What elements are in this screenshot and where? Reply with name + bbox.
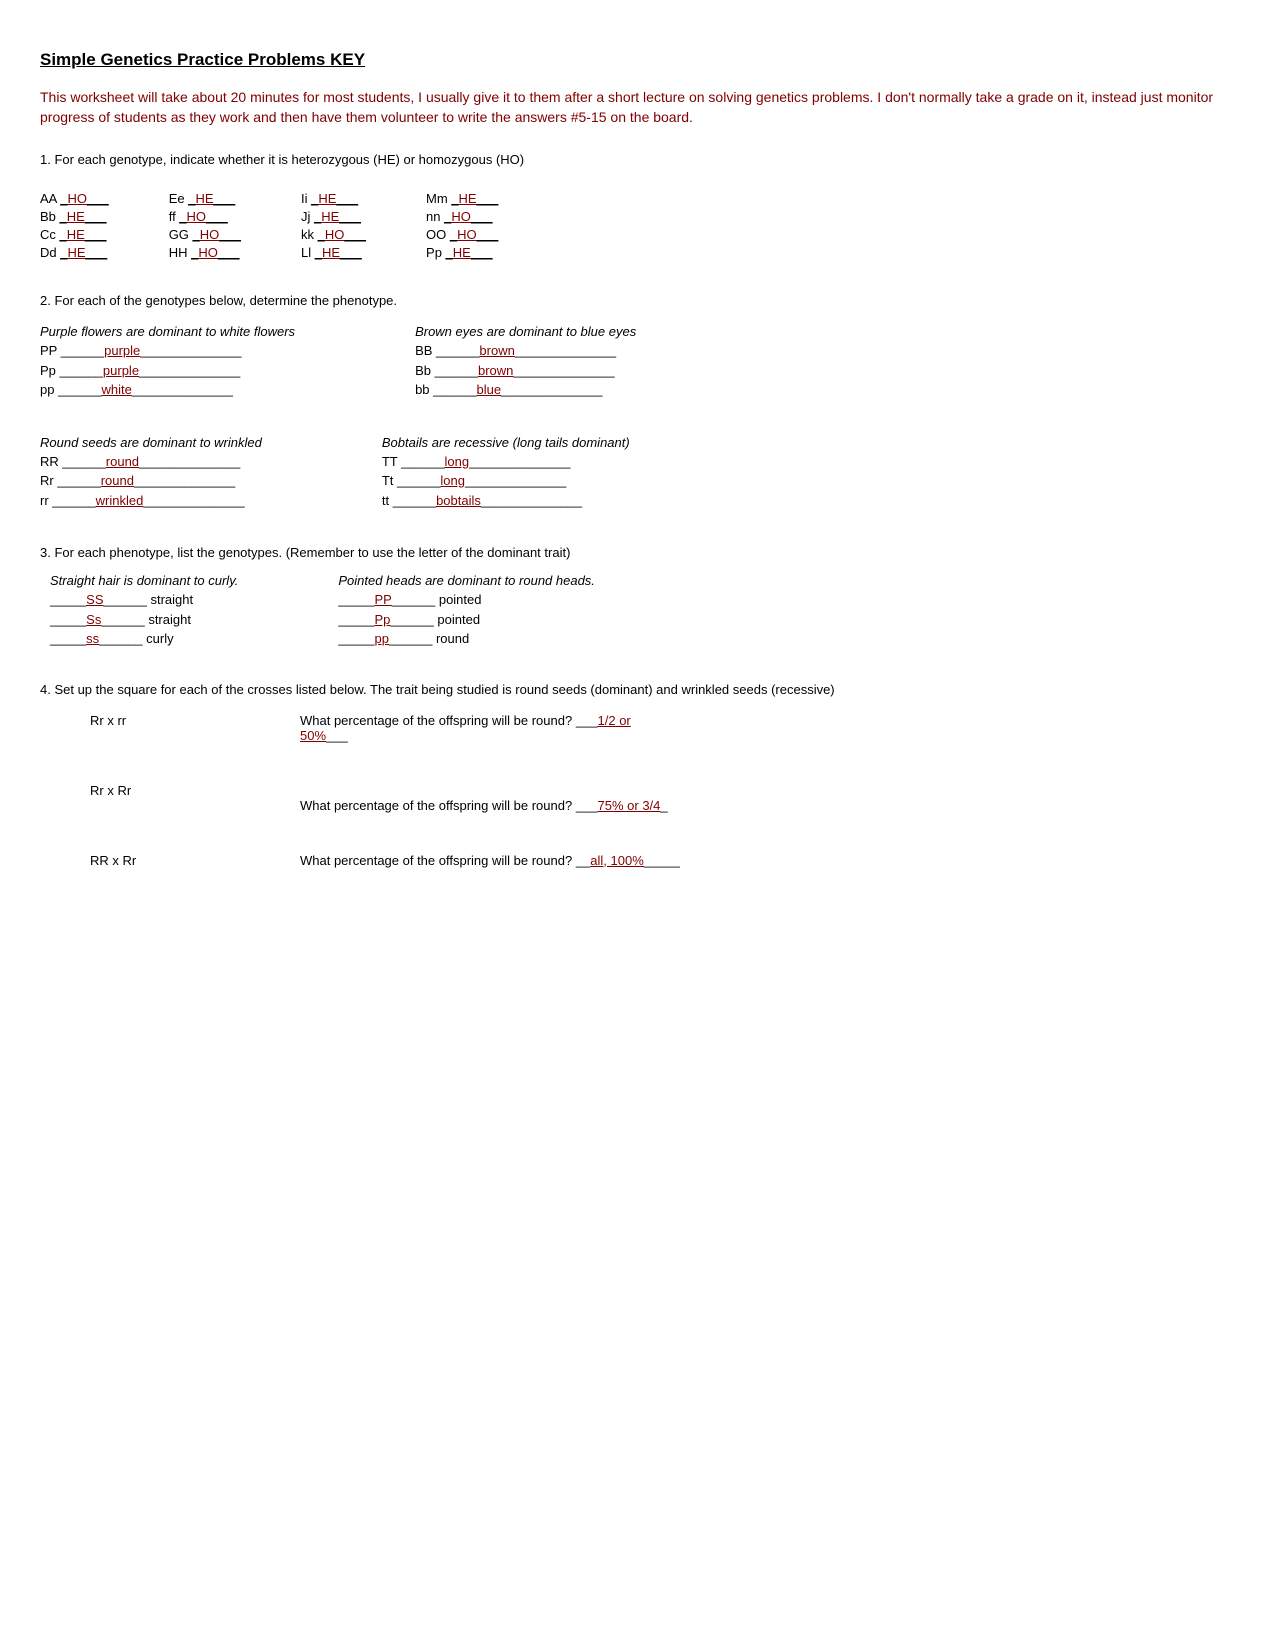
genotype-item: Cc _HE___ xyxy=(40,227,109,242)
question-1-text: 1. For each genotype, indicate whether i… xyxy=(40,152,1235,167)
genotype-list-row: _____SS______ straight xyxy=(50,590,238,610)
phenotype-row: Rr ______round______________ xyxy=(40,471,262,491)
phenotype-row: BB ______brown______________ xyxy=(415,341,636,361)
genotype-item: Ll _HE___ xyxy=(301,245,366,260)
genotype-item: Pp _HE___ xyxy=(426,245,498,260)
phenotype-heading: Brown eyes are dominant to blue eyes xyxy=(415,324,636,339)
phenotype-row: PP ______purple______________ xyxy=(40,341,295,361)
genotype-item: OO _HO___ xyxy=(426,227,498,242)
genotype-item: nn _HO___ xyxy=(426,209,498,224)
genotype-list-row: _____PP______ pointed xyxy=(338,590,595,610)
genotype-list-heading: Straight hair is dominant to curly. xyxy=(50,573,238,588)
cross-row: Rr x rrWhat percentage of the offspring … xyxy=(40,713,1235,743)
page-title: Simple Genetics Practice Problems KEY xyxy=(40,50,1235,70)
genotype-item: Mm _HE___ xyxy=(426,191,498,206)
genotype-item: ff _HO___ xyxy=(169,209,241,224)
phenotype-row: tt ______bobtails______________ xyxy=(382,491,630,511)
genotype-item: kk _HO___ xyxy=(301,227,366,242)
question-1: 1. For each genotype, indicate whether i… xyxy=(40,152,1235,260)
phenotype-block: Bobtails are recessive (long tails domin… xyxy=(382,435,630,511)
genotype-column: Mm _HE___nn _HO___ OO _HO___ Pp _HE___ xyxy=(426,191,498,260)
question-3-text: 3. For each phenotype, list the genotype… xyxy=(40,545,1235,560)
intro-paragraph: This worksheet will take about 20 minute… xyxy=(40,88,1235,127)
question-2-text: 2. For each of the genotypes below, dete… xyxy=(40,293,1235,308)
phenotype-row: Pp ______purple______________ xyxy=(40,361,295,381)
genotype-list-block: Straight hair is dominant to curly. _____… xyxy=(50,573,238,649)
phenotype-heading: Bobtails are recessive (long tails domin… xyxy=(382,435,630,450)
phenotype-heading: Round seeds are dominant to wrinkled xyxy=(40,435,262,450)
cross-label: Rr x Rr xyxy=(40,783,300,813)
genotype-list-row: _____ss______ curly xyxy=(50,629,238,649)
cross-row: Rr x RrWhat percentage of the offspring … xyxy=(40,783,1235,813)
cross-question: What percentage of the offspring will be… xyxy=(300,713,631,743)
phenotype-row: TT ______long______________ xyxy=(382,452,630,472)
cross-label: RR x Rr xyxy=(40,853,300,868)
question-4: 4. Set up the square for each of the cro… xyxy=(40,682,1235,868)
title-key: KEY xyxy=(325,50,365,69)
phenotype-section: Round seeds are dominant to wrinkled RR _… xyxy=(40,435,1235,511)
genotype-column: Ii _HE___ Jj _HE___kk _HO___ Ll _HE___ xyxy=(301,191,366,260)
phenotype-row: rr ______wrinkled______________ xyxy=(40,491,262,511)
phenotype-heading: Purple flowers are dominant to white flo… xyxy=(40,324,295,339)
genotype-list-row: _____Ss______ straight xyxy=(50,610,238,630)
phenotype-row: pp ______white______________ xyxy=(40,380,295,400)
genotype-item: AA _HO___ xyxy=(40,191,109,206)
genotype-item: HH _HO___ xyxy=(169,245,241,260)
genotype-column: AA _HO___ Bb _HE___ Cc _HE___ Dd _HE___ xyxy=(40,191,109,260)
genotype-item: Ee _HE___ xyxy=(169,191,241,206)
cross-label: Rr x rr xyxy=(40,713,300,743)
genotype-list-row: _____pp______ round xyxy=(338,629,595,649)
phenotype-row: RR ______round______________ xyxy=(40,452,262,472)
phenotype-block: Brown eyes are dominant to blue eyes BB _… xyxy=(415,324,636,400)
cross-row: RR x RrWhat percentage of the offspring … xyxy=(40,853,1235,868)
cross-question: What percentage of the offspring will be… xyxy=(300,853,680,868)
phenotype-block: Round seeds are dominant to wrinkled RR _… xyxy=(40,435,262,511)
genotype-column: Ee _HE___ff _HO___ GG _HO___ HH _HO___ xyxy=(169,191,241,260)
genotype-item: GG _HO___ xyxy=(169,227,241,242)
question-3: 3. For each phenotype, list the genotype… xyxy=(40,545,1235,649)
cross-question: What percentage of the offspring will be… xyxy=(300,783,668,813)
question-3-section: Straight hair is dominant to curly. _____… xyxy=(50,573,1235,649)
question-1-grid: AA _HO___ Bb _HE___ Cc _HE___ Dd _HE___ Ee _… xyxy=(40,191,1235,260)
phenotype-section: Purple flowers are dominant to white flo… xyxy=(40,324,1235,400)
genotype-item: Dd _HE___ xyxy=(40,245,109,260)
phenotype-row: Tt ______long______________ xyxy=(382,471,630,491)
genotype-item: Bb _HE___ xyxy=(40,209,109,224)
genotype-list-heading: Pointed heads are dominant to round head… xyxy=(338,573,595,588)
question-4-text: 4. Set up the square for each of the cro… xyxy=(40,682,1235,697)
genotype-list-row: _____Pp______ pointed xyxy=(338,610,595,630)
phenotype-row: bb ______blue______________ xyxy=(415,380,636,400)
title-main: Simple Genetics Practice Problems xyxy=(40,50,325,69)
genotype-item: Jj _HE___ xyxy=(301,209,366,224)
question-2: 2. For each of the genotypes below, dete… xyxy=(40,293,1235,510)
phenotype-block: Purple flowers are dominant to white flo… xyxy=(40,324,295,400)
phenotype-row: Bb ______brown______________ xyxy=(415,361,636,381)
genotype-list-block: Pointed heads are dominant to round head… xyxy=(338,573,595,649)
genotype-item: Ii _HE___ xyxy=(301,191,366,206)
